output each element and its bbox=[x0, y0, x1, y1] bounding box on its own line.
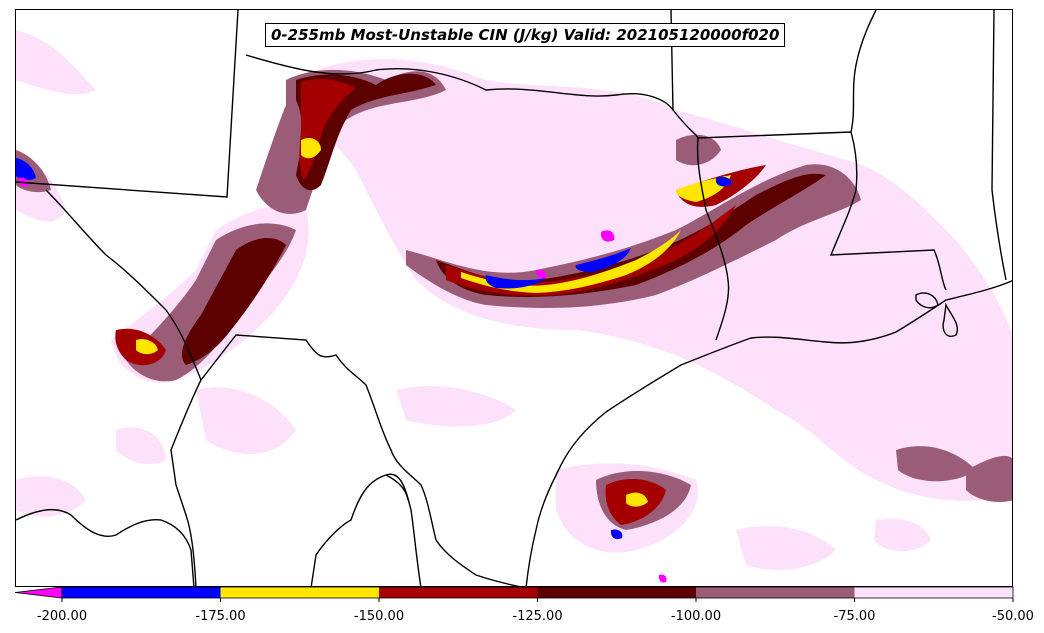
colorbar-bin bbox=[62, 587, 221, 598]
colorbar-under-triangle bbox=[14, 586, 63, 599]
colorbar-bin bbox=[854, 587, 1013, 598]
state-borders bbox=[16, 10, 1007, 586]
colorbar-tick-label: -75.00 bbox=[833, 609, 876, 624]
colorbar-bin bbox=[379, 587, 538, 598]
colorbar-bins bbox=[14, 586, 1014, 602]
colorbar-tick-label: -100.00 bbox=[670, 609, 722, 624]
colorbar-bin bbox=[220, 587, 379, 598]
colorbar-tick-label: -150.00 bbox=[353, 609, 405, 624]
map-title: 0-255mb Most-Unstable CIN (J/kg) Valid: … bbox=[265, 23, 786, 47]
map-panel: 0-255mb Most-Unstable CIN (J/kg) Valid: … bbox=[15, 9, 1013, 587]
colorbar-bin bbox=[537, 587, 696, 598]
colorbar bbox=[14, 586, 1014, 602]
colorbar-bin bbox=[696, 587, 855, 598]
coastline bbox=[525, 280, 1012, 586]
colorbar-tick-label: -125.00 bbox=[512, 609, 563, 624]
cin-map bbox=[16, 10, 1012, 586]
cin-shading-blue bbox=[16, 158, 732, 540]
colorbar-tick-label: -175.00 bbox=[195, 609, 246, 624]
colorbar-tick-label: -50.00 bbox=[992, 609, 1034, 624]
colorbar-tick-label: -200.00 bbox=[36, 609, 88, 624]
